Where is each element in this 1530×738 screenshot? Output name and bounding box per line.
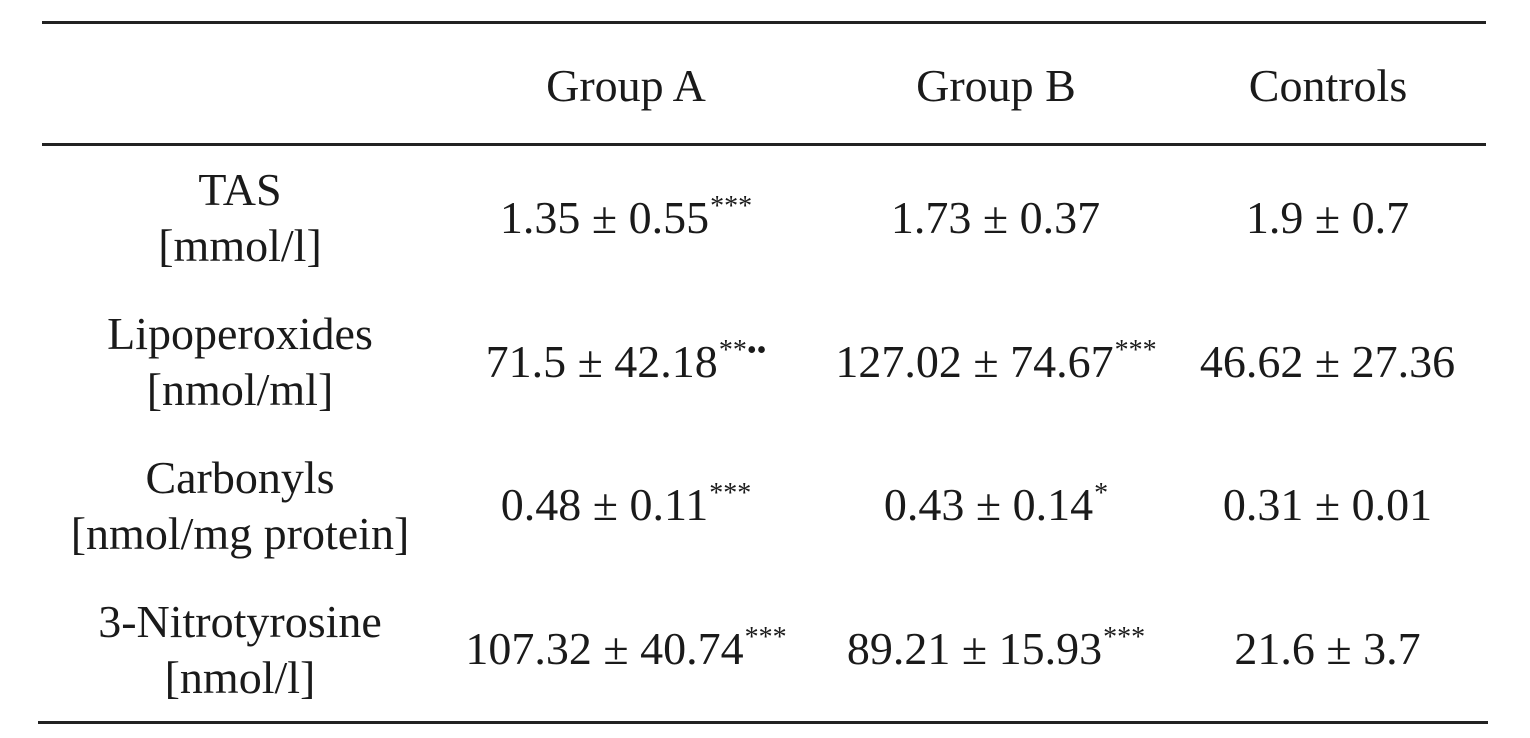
table-cell: 107.32 ± 40.74*** [416,621,836,684]
row-label-3-nitrotyrosine: 3-Nitrotyrosine [nmol/l] [20,594,460,706]
table-cell: 0.43 ± 0.14* [786,477,1206,540]
significance-mark: **•• [718,335,767,366]
significance-mark: * [1094,478,1109,509]
cell-value: 89.21 ± 15.93 [846,623,1103,674]
row-label-carbonyls: Carbonyls [nmol/mg protein] [20,450,460,562]
cell-value: 1.73 ± 0.37 [890,192,1101,243]
table-cell: 1.9 ± 0.7 [1158,190,1498,253]
row-label-lipoperoxides: Lipoperoxides [nmol/ml] [20,306,460,418]
row-name: 3-Nitrotyrosine [98,596,382,647]
table-cell: 71.5 ± 42.18**•• [416,334,836,397]
table-cell: 46.62 ± 27.36 [1158,334,1498,397]
significance-mark: *** [1114,335,1157,366]
row-name: TAS [198,164,282,215]
column-header-group-a: Group A [546,60,706,111]
table-cell: 1.73 ± 0.37 [786,190,1206,253]
cell-value: 0.48 ± 0.11 [500,479,709,530]
significance-mark: *** [709,478,752,509]
cell-value: 0.43 ± 0.14 [883,479,1094,530]
table-cell: 0.48 ± 0.11*** [416,477,836,540]
table-cell: 127.02 ± 74.67*** [786,334,1206,397]
table-cell: 1.35 ± 0.55*** [416,190,836,253]
cell-value: 71.5 ± 42.18 [485,336,718,387]
significance-mark: *** [710,191,753,222]
cell-value: 107.32 ± 40.74 [465,623,744,674]
table-cell: 21.6 ± 3.7 [1158,621,1498,684]
row-unit: [nmol/mg protein] [70,508,410,559]
cell-value: 46.62 ± 27.36 [1199,336,1456,387]
header-divider-rule [42,143,1486,146]
row-unit: [nmol/l] [164,652,316,703]
table-cell: 89.21 ± 15.93*** [786,621,1206,684]
row-label-tas: TAS [mmol/l] [20,162,460,274]
significance-mark: *** [1103,622,1146,653]
row-unit: [nmol/ml] [146,364,334,415]
cell-value: 0.31 ± 0.01 [1222,479,1433,530]
row-unit: [mmol/l] [158,220,322,271]
column-header-controls: Controls [1248,60,1408,111]
cell-value: 127.02 ± 74.67 [835,336,1114,387]
table-top-rule [42,21,1486,24]
cell-value: 1.35 ± 0.55 [499,192,710,243]
table-bottom-rule [38,721,1488,724]
column-header-group-b: Group B [916,60,1076,111]
cell-value: 1.9 ± 0.7 [1245,192,1410,243]
row-name: Lipoperoxides [107,308,373,359]
table-cell: 0.31 ± 0.01 [1158,477,1498,540]
row-name: Carbonyls [145,452,335,503]
cell-value: 21.6 ± 3.7 [1234,623,1421,674]
significance-mark: *** [744,622,787,653]
